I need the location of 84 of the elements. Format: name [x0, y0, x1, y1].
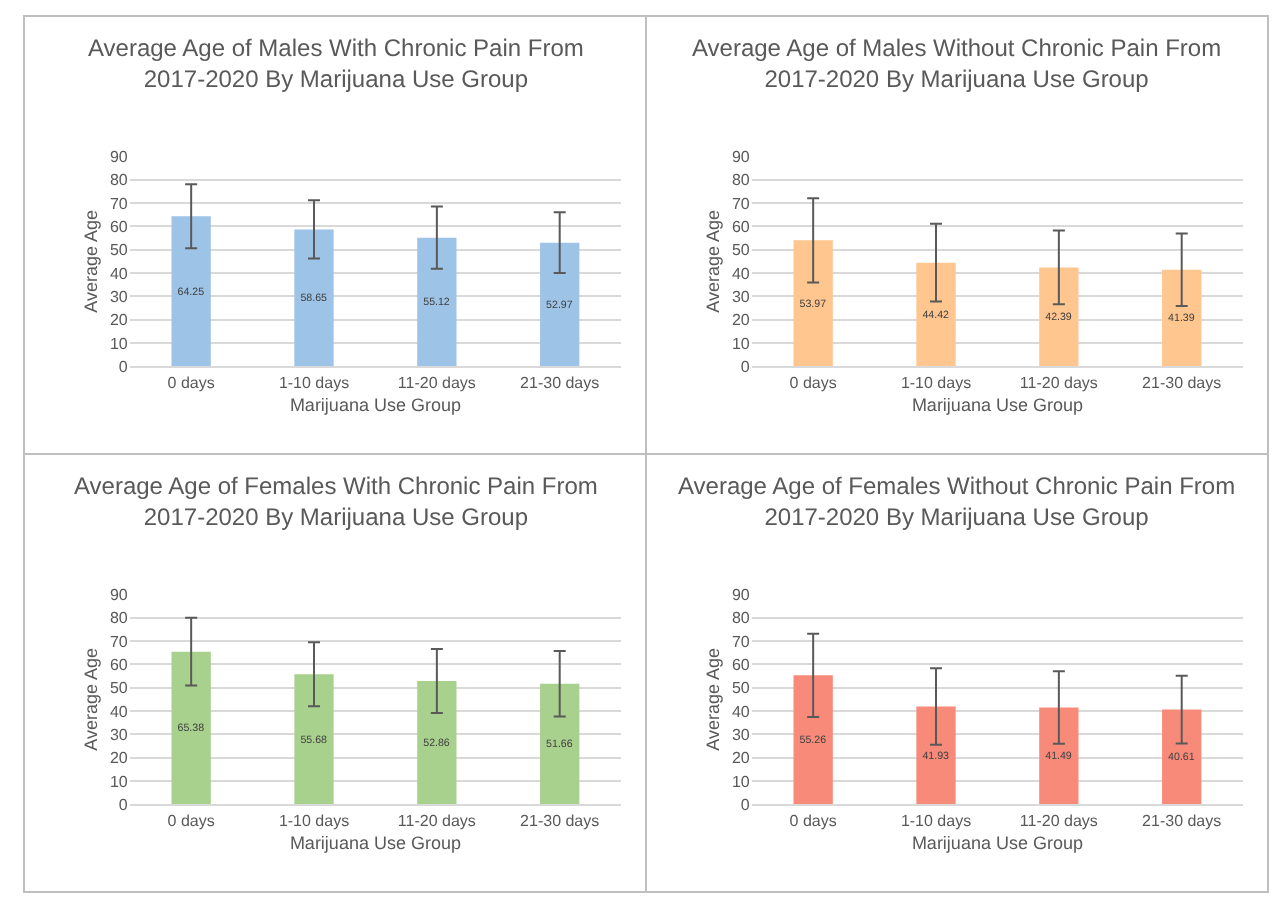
bar: [1162, 269, 1202, 367]
y-tick-label: 60: [731, 217, 751, 236]
y-tick-label: 60: [109, 655, 129, 674]
x-tick-label: 1-10 days: [278, 373, 350, 392]
chart-title: Average Age of Males Without Chronic Pain From 2017-2020 By Marijuana Use Group: [692, 34, 1222, 94]
y-tick-label: 30: [731, 287, 751, 306]
y-axis-title: Average Age: [702, 647, 723, 751]
chart-title: Average Age of Males With Chronic Pain From 2017-2020 By Marijuana Use Group: [88, 34, 584, 94]
y-tick-label: 70: [731, 632, 751, 651]
x-axis-title: Marijuana Use Group: [911, 833, 1083, 854]
x-tick-label: 0 days: [789, 811, 837, 830]
y-tick-label: 60: [731, 655, 751, 674]
y-tick-label: 0: [118, 796, 129, 814]
x-tick-label: 0 days: [167, 811, 215, 830]
y-tick-label: 90: [731, 585, 751, 604]
x-tick-label: 21-30 days: [1142, 373, 1222, 392]
bar: [417, 680, 457, 805]
x-tick-label: 0 days: [789, 373, 837, 392]
x-axis-title: Marijuana Use Group: [289, 833, 461, 854]
y-tick-label: 20: [731, 311, 751, 330]
bar: [171, 216, 211, 367]
y-tick-label: 70: [109, 194, 129, 213]
bar: [1039, 707, 1079, 805]
x-tick-label: 1-10 days: [900, 811, 972, 830]
bar: [916, 706, 956, 805]
x-tick-label: 21-30 days: [520, 811, 600, 830]
y-tick-label: 0: [740, 796, 751, 814]
y-tick-label: 40: [731, 264, 751, 283]
bar: [540, 683, 580, 805]
x-tick-label: 0 days: [167, 373, 215, 392]
y-tick-label: 40: [109, 264, 129, 283]
x-tick-label: 21-30 days: [520, 373, 600, 392]
y-tick-label: 90: [109, 585, 129, 604]
x-tick-label: 21-30 days: [1142, 811, 1222, 830]
bar: [171, 651, 211, 805]
bar: [916, 262, 956, 367]
y-tick-label: 0: [118, 358, 129, 376]
x-axis-title: Marijuana Use Group: [911, 395, 1083, 416]
y-tick-label: 50: [731, 679, 751, 698]
y-tick-label: 20: [731, 749, 751, 768]
y-tick-label: 50: [109, 679, 129, 698]
y-tick-label: 20: [109, 311, 129, 330]
bar: [1039, 267, 1079, 367]
x-tick-label: 1-10 days: [278, 811, 350, 830]
x-tick-label: 11-20 days: [1019, 811, 1098, 830]
bar: [1162, 709, 1202, 805]
y-tick-label: 10: [731, 334, 751, 353]
y-tick-label: 80: [731, 171, 751, 190]
y-tick-label: 70: [731, 194, 751, 213]
y-tick-label: 10: [109, 334, 129, 353]
y-tick-label: 0: [740, 358, 751, 376]
y-tick-label: 30: [731, 725, 751, 744]
y-axis-title: Average Age: [80, 647, 101, 751]
bar: [793, 675, 833, 805]
x-tick-label: 11-20 days: [397, 811, 476, 830]
y-tick-label: 90: [109, 147, 129, 166]
y-tick-label: 30: [109, 287, 129, 306]
y-tick-label: 50: [731, 241, 751, 260]
y-tick-label: 10: [731, 772, 751, 791]
y-tick-label: 90: [731, 147, 751, 166]
y-tick-label: 60: [109, 217, 129, 236]
y-tick-label: 80: [109, 609, 129, 628]
y-tick-label: 20: [109, 749, 129, 768]
bar: [417, 237, 457, 367]
y-axis-title: Average Age: [702, 209, 723, 313]
bar: [793, 240, 833, 367]
chart-title: Average Age of Females Without Chronic Pain From 2017-2020 By Marijuana Use Group: [678, 472, 1236, 532]
y-tick-label: 40: [731, 702, 751, 721]
y-tick-label: 40: [109, 702, 129, 721]
y-tick-label: 50: [109, 241, 129, 260]
bar: [294, 674, 334, 805]
y-tick-label: 30: [109, 725, 129, 744]
y-tick-label: 10: [109, 772, 129, 791]
chart-title: Average Age of Females With Chronic Pain From 2017-2020 By Marijuana Use Group: [74, 472, 598, 532]
bar: [294, 229, 334, 367]
y-tick-label: 80: [731, 609, 751, 628]
x-tick-label: 11-20 days: [397, 373, 476, 392]
bar: [540, 242, 580, 367]
y-tick-label: 70: [109, 632, 129, 651]
x-tick-label: 11-20 days: [1019, 373, 1098, 392]
x-tick-label: 1-10 days: [900, 373, 972, 392]
y-axis-title: Average Age: [80, 209, 101, 313]
x-axis-title: Marijuana Use Group: [289, 395, 461, 416]
y-tick-label: 80: [109, 171, 129, 190]
